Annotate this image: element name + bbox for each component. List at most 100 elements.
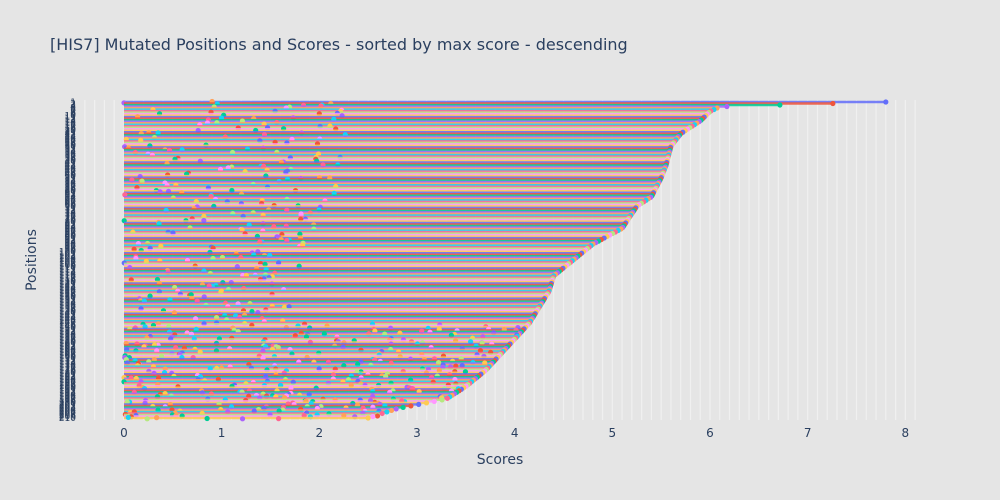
y-tick-label: 110: [59, 263, 76, 273]
max-score-point: [830, 100, 836, 107]
y-tick-label: 34: [65, 148, 77, 158]
y-tick-label: 39: [65, 155, 77, 165]
y-tick-label: 149: [59, 322, 76, 332]
y-tick-label: 168: [59, 350, 76, 360]
y-tick-label: 4: [70, 103, 76, 113]
score-point: [275, 416, 282, 422]
y-tick-label: 166: [59, 347, 76, 357]
y-tick-label: 43: [65, 162, 76, 172]
y-tick-label: 96: [65, 242, 77, 252]
y-tick-label: 78: [65, 214, 77, 224]
score-point: [138, 137, 144, 143]
y-tick-label: 120: [59, 278, 76, 288]
y-tick-label: 29: [65, 140, 77, 150]
y-tick-label: 54: [65, 178, 77, 188]
y-tick-label: 167: [59, 349, 76, 359]
y-tick-label: 50: [65, 172, 77, 182]
y-tick-label: 76: [65, 211, 77, 221]
y-tick-label: 71: [65, 204, 76, 214]
y-tick-label: 69: [65, 201, 77, 211]
y-tick-label: 5: [70, 104, 76, 114]
y-tick-label: 121: [59, 279, 76, 289]
y-tick-label: 81: [65, 219, 76, 229]
y-tick-label: 23: [65, 131, 76, 141]
y-tick-label: 64: [65, 193, 77, 203]
y-tick-label: 85: [65, 225, 76, 235]
score-point: [306, 391, 312, 397]
y-tick-label: 127: [59, 289, 76, 299]
y-tick-label: 200: [59, 399, 76, 409]
y-tick-label: 135: [59, 301, 76, 311]
y-tick-label: 174: [59, 360, 76, 370]
max-score-point: [416, 401, 422, 407]
y-tick-label: 181: [59, 370, 76, 380]
y-tick-label: 22: [65, 130, 76, 140]
y-tick-label: 2: [70, 100, 76, 110]
y-tick-label: 36: [65, 151, 77, 161]
max-score-point: [431, 398, 437, 404]
y-tick-label: 28: [65, 139, 77, 149]
y-tick-label: 51: [65, 174, 76, 184]
y-tick-label: 123: [59, 282, 76, 292]
y-tick-label: 73: [65, 207, 76, 217]
y-tick-label: 185: [59, 376, 76, 386]
y-tick-label: 114: [59, 269, 76, 279]
y-tick-label: 1: [70, 98, 76, 108]
y-tick-label: 165: [59, 346, 76, 356]
y-tick-label: 112: [59, 266, 76, 276]
y-tick-label: 183: [59, 373, 76, 383]
max-score-point: [444, 395, 450, 401]
y-tick-label: 162: [59, 341, 76, 351]
y-tick-label: 42: [65, 160, 76, 170]
max-score-point: [365, 415, 371, 421]
x-tick-label: 8: [902, 426, 910, 440]
y-tick-label: 25: [65, 134, 76, 144]
y-tick-label: 52: [65, 175, 76, 185]
y-tick-label: 156: [59, 332, 76, 342]
y-tick-label: 209: [59, 412, 76, 422]
y-tick-label: 184: [59, 375, 76, 385]
y-tick-label: 124: [59, 284, 76, 294]
x-axis-ticks: 0 1 2 3 4 5 6 7 8: [120, 426, 909, 440]
y-tick-label: 37: [65, 152, 76, 162]
y-tick-label: 158: [59, 335, 76, 345]
x-tick-label: 4: [511, 426, 519, 440]
y-tick-label: 33: [65, 146, 76, 156]
y-tick-label: 179: [59, 367, 76, 377]
y-tick-label: 172: [59, 357, 76, 367]
y-tick-label: 15: [65, 119, 76, 129]
y-tick-label: 9: [70, 110, 76, 120]
y-tick-label: 104: [59, 254, 76, 264]
y-tick-label: 178: [59, 366, 76, 376]
y-tick-label: 169: [59, 352, 76, 362]
y-tick-label: 109: [59, 261, 76, 271]
y-tick-label: 19: [65, 125, 77, 135]
y-tick-label: 146: [59, 317, 76, 327]
y-tick-label: 171: [59, 355, 76, 365]
y-tick-label: 143: [59, 313, 76, 323]
x-axis-title: Scores: [477, 452, 524, 468]
y-tick-label: 195: [59, 391, 76, 401]
y-tick-label: 131: [59, 295, 76, 305]
y-tick-label: 99: [65, 246, 77, 256]
y-tick-label: 3: [70, 101, 76, 111]
y-tick-label: 31: [65, 143, 76, 153]
y-tick-label: 193: [59, 388, 76, 398]
y-tick-label: 66: [65, 196, 77, 206]
max-score-point: [388, 407, 395, 414]
y-tick-label: 182: [59, 372, 76, 382]
x-tick-label: 5: [609, 426, 617, 440]
max-score-point: [400, 404, 406, 411]
y-tick-label: 125: [59, 285, 76, 295]
score-point: [374, 413, 381, 419]
y-tick-label: 44: [65, 163, 77, 173]
y-tick-label: 20: [65, 127, 77, 137]
y-tick-label: 94: [65, 239, 77, 249]
score-point: [154, 415, 160, 421]
y-tick-label: 208: [59, 411, 76, 421]
y-tick-label: 199: [59, 397, 76, 407]
y-tick-label: 173: [59, 358, 76, 368]
y-tick-label: 21: [65, 128, 76, 138]
score-point: [301, 412, 307, 419]
y-tick-label: 206: [59, 408, 76, 418]
